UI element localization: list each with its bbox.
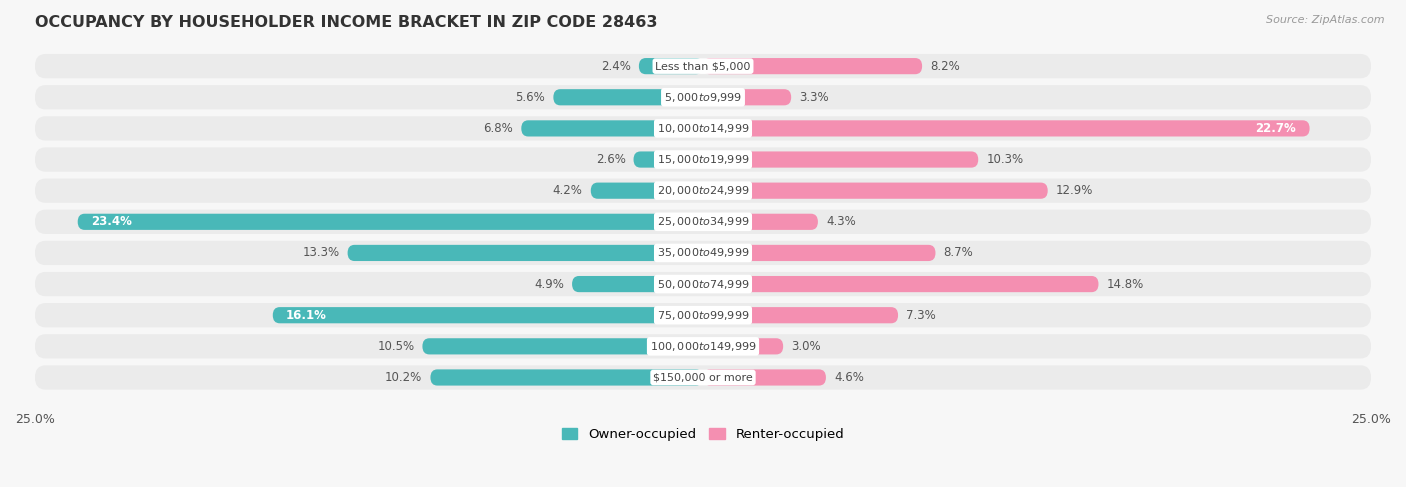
FancyBboxPatch shape (554, 89, 703, 105)
Text: 13.3%: 13.3% (302, 246, 340, 260)
Text: 2.4%: 2.4% (600, 59, 631, 73)
FancyBboxPatch shape (522, 120, 703, 136)
Text: 4.6%: 4.6% (834, 371, 863, 384)
FancyBboxPatch shape (572, 276, 703, 292)
FancyBboxPatch shape (703, 89, 792, 105)
Text: 8.7%: 8.7% (943, 246, 973, 260)
Text: 10.5%: 10.5% (377, 340, 415, 353)
FancyBboxPatch shape (35, 210, 1371, 234)
FancyBboxPatch shape (703, 58, 922, 74)
Text: $50,000 to $74,999: $50,000 to $74,999 (657, 278, 749, 291)
FancyBboxPatch shape (703, 151, 979, 168)
Text: 16.1%: 16.1% (287, 309, 328, 322)
FancyBboxPatch shape (703, 120, 1309, 136)
FancyBboxPatch shape (35, 303, 1371, 327)
FancyBboxPatch shape (703, 307, 898, 323)
FancyBboxPatch shape (703, 338, 783, 355)
FancyBboxPatch shape (35, 272, 1371, 296)
Text: 10.2%: 10.2% (385, 371, 422, 384)
Text: 4.3%: 4.3% (825, 215, 856, 228)
Text: 5.6%: 5.6% (516, 91, 546, 104)
FancyBboxPatch shape (703, 214, 818, 230)
Text: 7.3%: 7.3% (905, 309, 936, 322)
Text: $100,000 to $149,999: $100,000 to $149,999 (650, 340, 756, 353)
FancyBboxPatch shape (422, 338, 703, 355)
Text: $35,000 to $49,999: $35,000 to $49,999 (657, 246, 749, 260)
FancyBboxPatch shape (35, 85, 1371, 110)
FancyBboxPatch shape (703, 276, 1098, 292)
Text: Source: ZipAtlas.com: Source: ZipAtlas.com (1267, 15, 1385, 25)
FancyBboxPatch shape (35, 148, 1371, 172)
FancyBboxPatch shape (35, 334, 1371, 358)
Text: 12.9%: 12.9% (1056, 184, 1092, 197)
Text: 3.0%: 3.0% (792, 340, 821, 353)
Text: $75,000 to $99,999: $75,000 to $99,999 (657, 309, 749, 322)
Text: 3.3%: 3.3% (799, 91, 828, 104)
Text: 4.2%: 4.2% (553, 184, 582, 197)
Legend: Owner-occupied, Renter-occupied: Owner-occupied, Renter-occupied (557, 423, 849, 447)
FancyBboxPatch shape (638, 58, 703, 74)
Text: Less than $5,000: Less than $5,000 (655, 61, 751, 71)
FancyBboxPatch shape (35, 241, 1371, 265)
Text: 23.4%: 23.4% (91, 215, 132, 228)
FancyBboxPatch shape (347, 245, 703, 261)
Text: 6.8%: 6.8% (484, 122, 513, 135)
Text: $5,000 to $9,999: $5,000 to $9,999 (664, 91, 742, 104)
Text: 4.9%: 4.9% (534, 278, 564, 291)
Text: $150,000 or more: $150,000 or more (654, 373, 752, 382)
FancyBboxPatch shape (634, 151, 703, 168)
FancyBboxPatch shape (35, 179, 1371, 203)
FancyBboxPatch shape (77, 214, 703, 230)
FancyBboxPatch shape (35, 116, 1371, 141)
Text: 8.2%: 8.2% (931, 59, 960, 73)
FancyBboxPatch shape (591, 183, 703, 199)
Text: $25,000 to $34,999: $25,000 to $34,999 (657, 215, 749, 228)
FancyBboxPatch shape (35, 365, 1371, 390)
Text: OCCUPANCY BY HOUSEHOLDER INCOME BRACKET IN ZIP CODE 28463: OCCUPANCY BY HOUSEHOLDER INCOME BRACKET … (35, 15, 658, 30)
FancyBboxPatch shape (35, 54, 1371, 78)
Text: $20,000 to $24,999: $20,000 to $24,999 (657, 184, 749, 197)
FancyBboxPatch shape (430, 369, 703, 386)
FancyBboxPatch shape (703, 369, 825, 386)
Text: 2.6%: 2.6% (596, 153, 626, 166)
Text: 10.3%: 10.3% (986, 153, 1024, 166)
FancyBboxPatch shape (703, 183, 1047, 199)
Text: 22.7%: 22.7% (1256, 122, 1296, 135)
Text: $10,000 to $14,999: $10,000 to $14,999 (657, 122, 749, 135)
FancyBboxPatch shape (703, 245, 935, 261)
Text: 14.8%: 14.8% (1107, 278, 1143, 291)
Text: $15,000 to $19,999: $15,000 to $19,999 (657, 153, 749, 166)
FancyBboxPatch shape (273, 307, 703, 323)
